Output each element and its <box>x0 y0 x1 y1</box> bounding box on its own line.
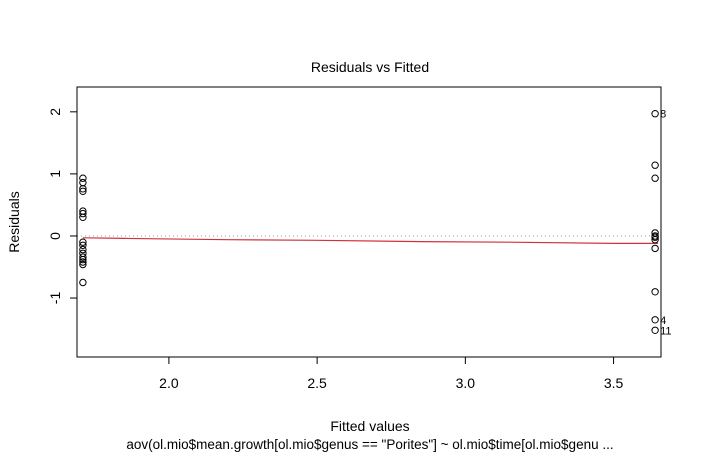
x-tick-label: 2.0 <box>159 375 179 391</box>
residual-point <box>651 161 659 169</box>
model-formula-subtitle: aov(ol.mio$mean.growth[ol.mio$genus == "… <box>126 437 613 452</box>
y-axis: -1 0 1 2 <box>47 108 78 305</box>
point-label: 8 <box>660 109 666 121</box>
residual-point <box>79 209 87 218</box>
residual-point <box>79 241 87 250</box>
residual-point <box>79 187 87 196</box>
y-axis-label: Residuals <box>6 191 22 252</box>
x-axis-label: Fitted values <box>330 418 409 434</box>
x-tick-label: 3.5 <box>604 375 624 391</box>
residual-point <box>79 178 87 187</box>
residual-point <box>79 278 87 287</box>
residual-point <box>651 236 659 244</box>
residual-point <box>651 244 659 253</box>
x-tick-label: 3.0 <box>456 375 476 391</box>
y-tick-label: -1 <box>47 292 63 305</box>
residual-point <box>651 232 659 240</box>
point-label: 4 <box>660 315 666 327</box>
residual-point <box>79 258 87 266</box>
residual-point <box>79 185 87 193</box>
residual-point <box>651 326 659 334</box>
residual-point <box>79 174 87 182</box>
residual-point <box>79 253 87 261</box>
plot-region: 8 411 <box>77 109 672 337</box>
x-axis: 2.0 2.5 3.0 3.5 <box>159 356 624 391</box>
y-tick-label: 2 <box>47 108 63 116</box>
residual-point <box>79 260 87 269</box>
residual-point <box>79 255 87 264</box>
residual-point <box>651 316 659 324</box>
y-tick-label: 0 <box>47 232 63 240</box>
residual-point <box>651 110 659 118</box>
x-tick-label: 2.5 <box>307 375 327 391</box>
residual-point <box>79 245 87 254</box>
chart-title: Residuals vs Fitted <box>311 59 429 75</box>
residual-point <box>79 213 87 222</box>
y-tick-label: 1 <box>47 170 63 178</box>
residual-point <box>651 174 659 182</box>
residual-point <box>651 288 659 296</box>
plot-frame <box>76 86 662 358</box>
residual-point <box>79 238 87 246</box>
smoother-line <box>82 237 658 244</box>
point-label: 11 <box>660 325 671 337</box>
